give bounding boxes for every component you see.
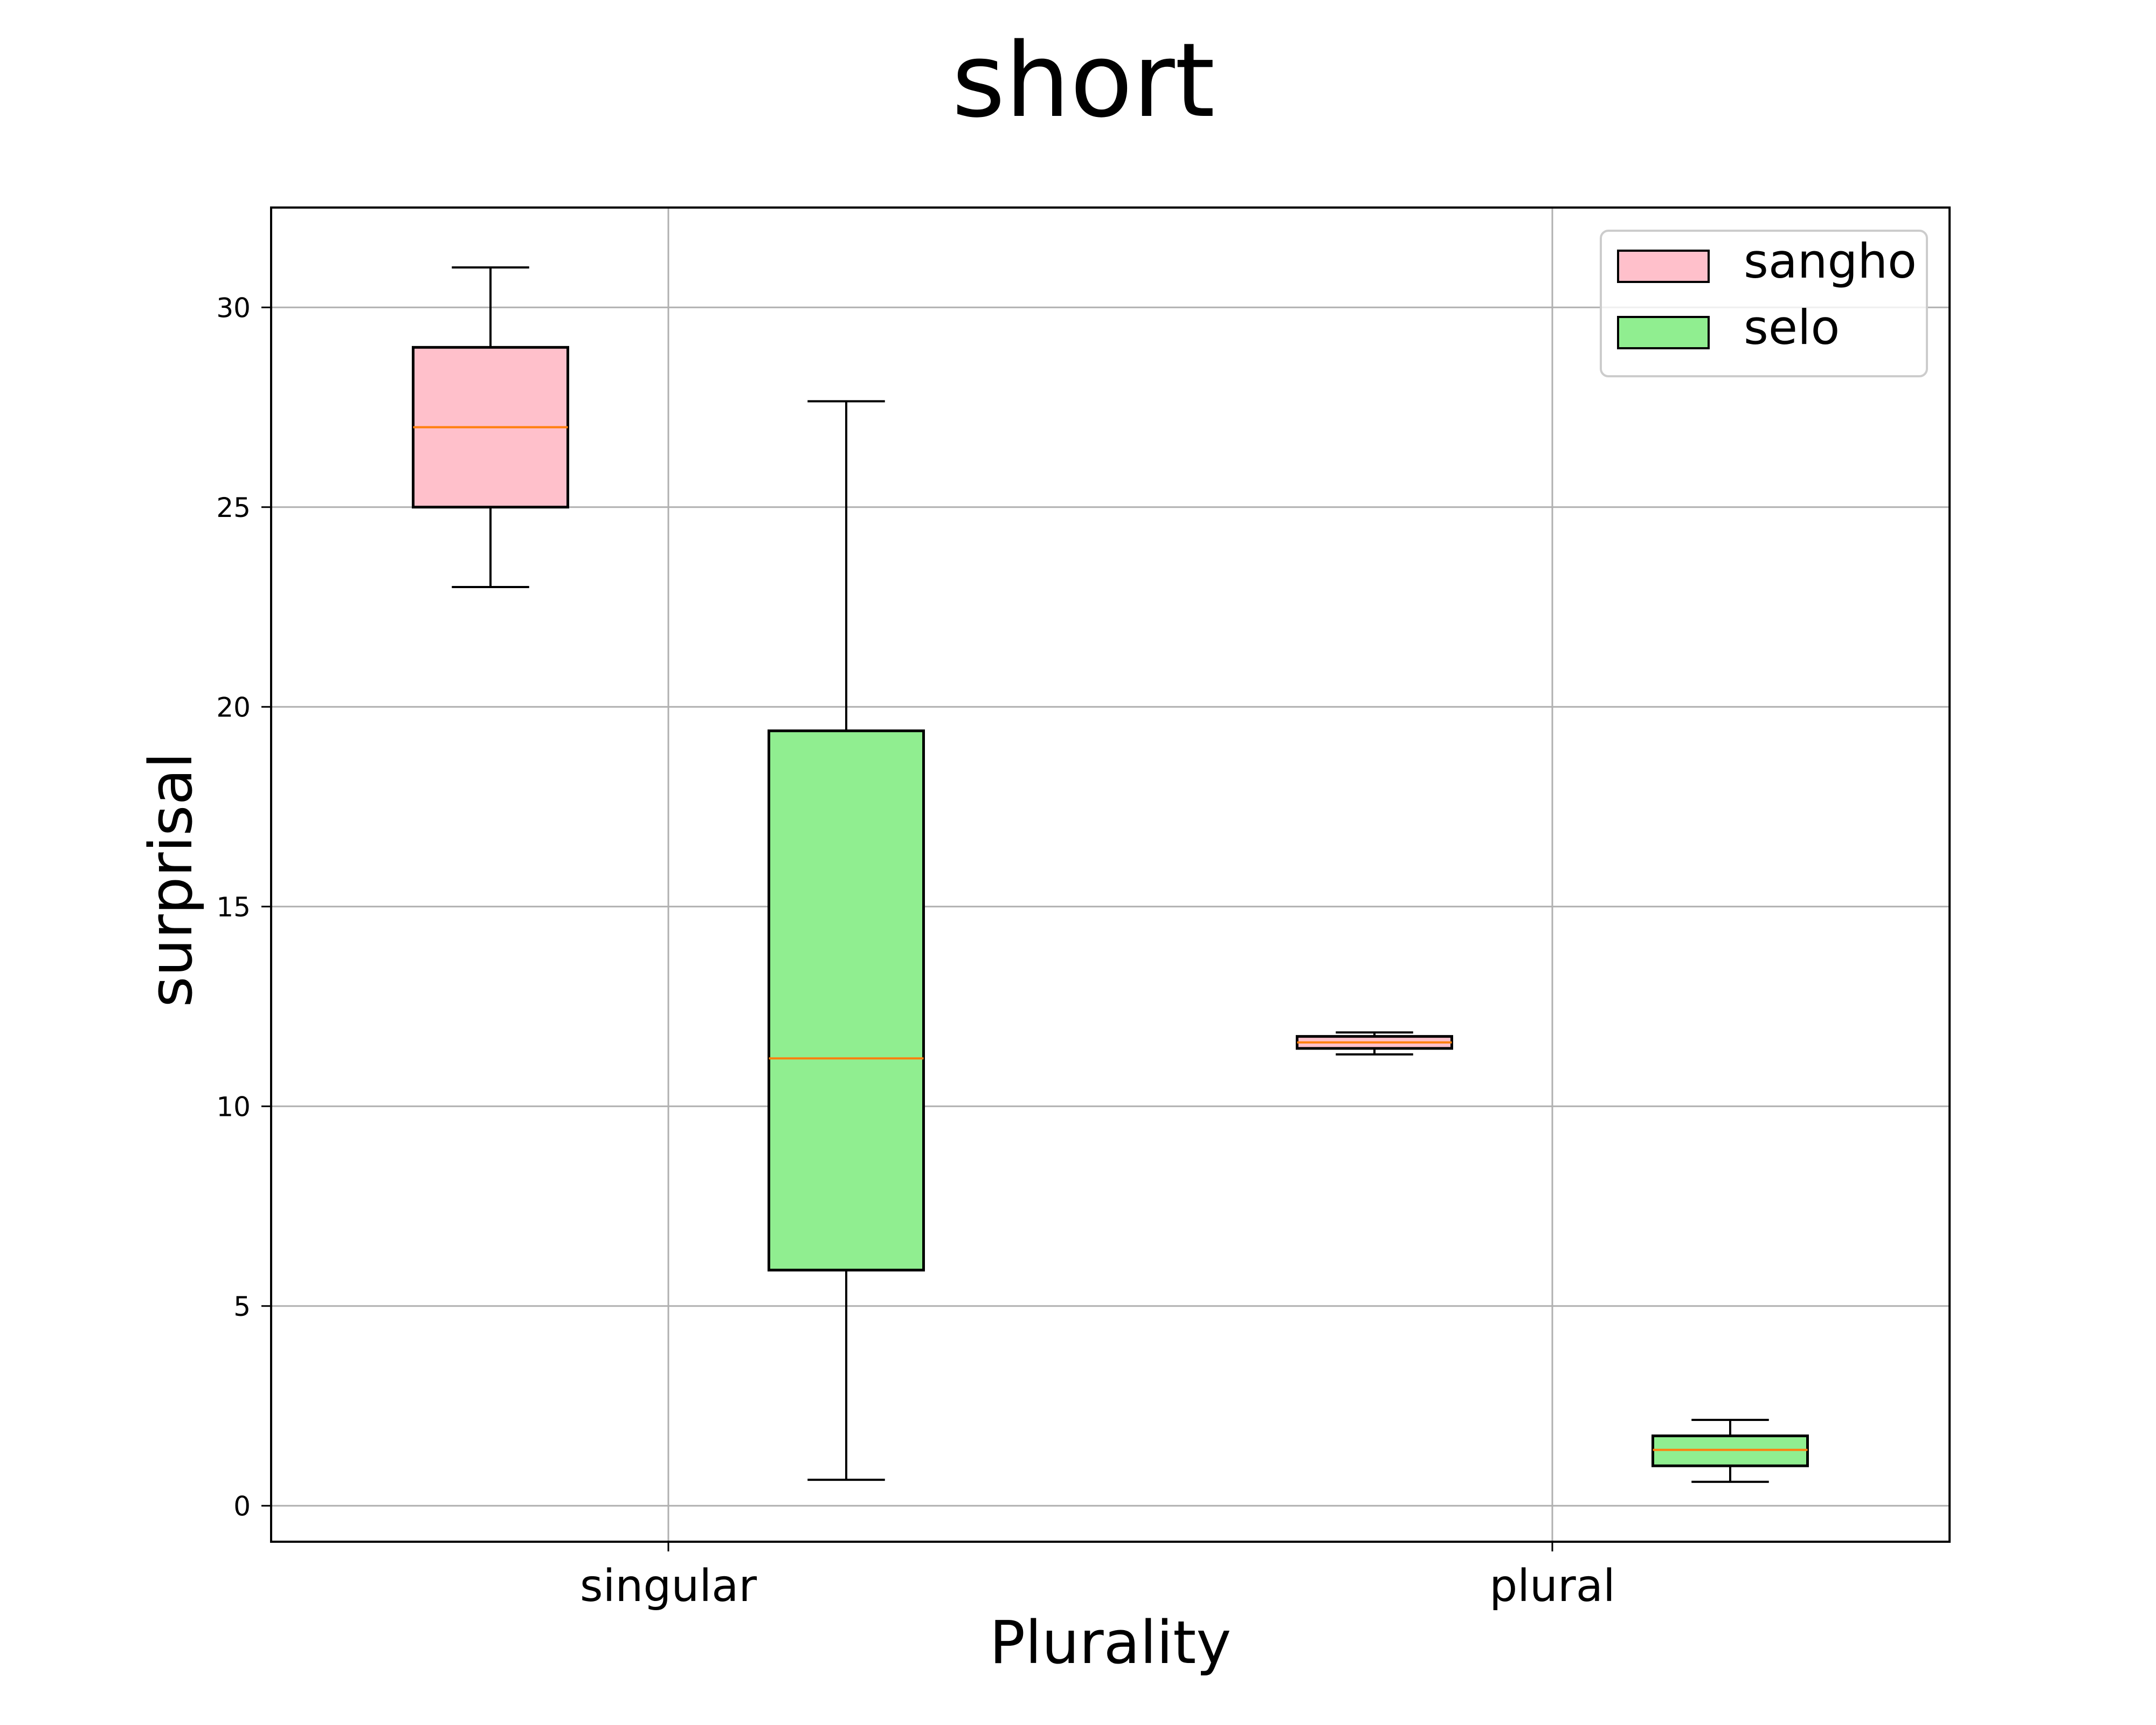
x-tick-label: plural [1489,1561,1615,1612]
y-tick-label: 15 [216,892,251,923]
chart-title: short [952,21,1215,140]
legend: sangho selo [1600,230,1928,377]
x-tick-label: singular [580,1561,757,1612]
plot-area-frame [270,206,1951,1543]
y-tick-label: 10 [216,1091,251,1122]
legend-swatch-selo [1617,316,1710,349]
y-axis-label: surprisal [136,752,205,1007]
box-selo-plural [1651,1418,1809,1483]
y-tick-label: 30 [216,292,251,323]
box-layer [412,266,1809,1483]
y-tick-label: 0 [233,1491,251,1522]
tick-layer: 0 5 10 15 20 25 30 singular plural [216,292,1615,1612]
legend-swatch-sangho [1617,250,1710,283]
legend-label-selo: selo [1744,300,1840,355]
box-sangho-singular [412,266,569,588]
box-selo-singular [768,400,925,1481]
y-tick-label: 25 [216,492,251,523]
box-sangho-plural [1296,1031,1453,1055]
y-tick-label: 5 [233,1291,251,1322]
iqr-box [768,729,925,1272]
x-axis-label: Plurality [990,1608,1232,1677]
legend-label-sangho: sangho [1744,233,1917,289]
y-tick-label: 20 [216,692,251,723]
